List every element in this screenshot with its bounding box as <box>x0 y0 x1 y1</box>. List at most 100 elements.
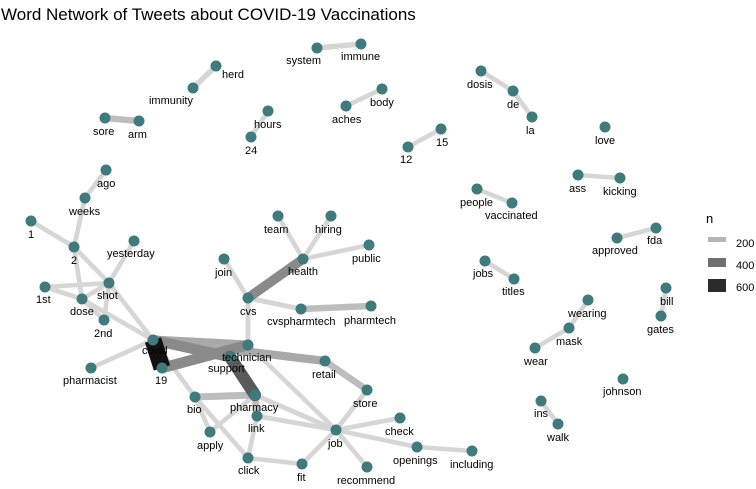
edge-support-pharmacy <box>223 350 262 402</box>
node-system <box>311 42 323 54</box>
node-label-technician: technician <box>222 352 272 364</box>
node-fda <box>650 222 662 234</box>
edge-12-15 <box>405 126 444 150</box>
node-label-check: check <box>385 426 414 438</box>
edge-job-openings <box>333 427 420 450</box>
edge-pharmacy-job <box>252 392 339 433</box>
node-arm <box>133 115 145 127</box>
edge-retail-store <box>321 357 371 394</box>
node-label-2nd: 2nd <box>94 328 112 340</box>
edge-mask-wear <box>532 325 572 351</box>
node-people <box>471 183 483 195</box>
node-job <box>330 424 342 436</box>
node-label-ins: ins <box>534 408 549 420</box>
node-immunity <box>187 82 199 94</box>
node-check <box>394 412 406 424</box>
node-pharmtech <box>365 300 377 312</box>
node-titles <box>508 273 520 285</box>
node-label-ago: ago <box>97 178 115 190</box>
node-label-support: support <box>208 363 245 375</box>
node-label-immunity: immunity <box>149 95 194 107</box>
node-label-cvs: cvs <box>240 306 257 318</box>
node-label-arm: arm <box>128 129 147 141</box>
node-label-titles: titles <box>502 286 525 298</box>
node-label-12: 12 <box>400 154 412 166</box>
edge-store-job <box>333 387 370 433</box>
edge-weeks-ago <box>82 167 109 201</box>
node-1st <box>39 281 51 293</box>
node-label-store: store <box>353 398 377 410</box>
node-pharmacist <box>85 362 97 374</box>
node-label-system: system <box>286 55 321 67</box>
node-label-hiring: hiring <box>315 224 342 236</box>
node-label-herd: herd <box>222 69 244 81</box>
node-label-apply: apply <box>197 440 224 452</box>
node-15 <box>435 123 447 135</box>
legend-swatch-600 <box>708 279 726 292</box>
node-vaccinated <box>506 197 518 209</box>
node-label-fit: fit <box>297 472 306 484</box>
node-label-2: 2 <box>71 255 77 267</box>
edge-1st-shot <box>42 280 112 290</box>
edge-cvs-health <box>243 254 308 303</box>
legend-swatch-400 <box>708 258 726 267</box>
node-bio <box>189 391 201 403</box>
node-label-kicking: kicking <box>603 186 637 198</box>
node-label-wearing: wearing <box>567 308 607 320</box>
edge-covid-pharmacist <box>88 337 156 371</box>
node-health <box>297 253 309 265</box>
node-label-15: 15 <box>436 137 448 149</box>
edge-ass-kicking <box>575 172 623 181</box>
node-label-24: 24 <box>245 145 257 157</box>
node-label-team: team <box>264 224 288 236</box>
node-ins <box>535 395 547 407</box>
edge-wearing-mask <box>566 297 591 331</box>
node-hiring <box>325 210 337 222</box>
node-label-1: 1 <box>28 229 34 241</box>
node-ass <box>572 169 584 181</box>
edge-dosis-de <box>478 68 516 94</box>
node-fit <box>296 458 308 470</box>
node-label-link: link <box>248 423 265 435</box>
edge-1st-dose <box>42 284 85 302</box>
node-la <box>526 111 538 123</box>
edge-health-hiring <box>300 213 334 262</box>
edge-2-shot <box>71 244 112 286</box>
node-pharmacy <box>249 389 261 401</box>
edge-bio-pharmacy <box>191 391 259 401</box>
edge-health-public <box>300 242 372 262</box>
edge-link-job <box>254 413 339 433</box>
node-including <box>466 445 478 457</box>
node-herd <box>210 60 222 72</box>
labels-layer: herd immunity system immune dosis de la sore arm… <box>28 51 674 487</box>
node-label-johnson: johnson <box>602 386 642 398</box>
node-openings <box>411 441 423 453</box>
node-label-job: job <box>327 438 343 450</box>
node-dosis <box>475 65 487 77</box>
node-cvs <box>242 292 254 304</box>
edge-weeks-2 <box>71 195 88 250</box>
node-label-jobs: jobs <box>472 268 494 280</box>
node-bill <box>660 282 672 294</box>
edge-link-click <box>245 413 260 461</box>
edge-sore-arm <box>101 114 143 125</box>
edge-technician-job <box>245 342 339 433</box>
node-label-fda: fda <box>647 235 663 247</box>
node-19 <box>156 362 168 374</box>
edge-2-dose <box>71 244 85 302</box>
edge-openings-including <box>414 444 475 454</box>
node-kicking <box>614 172 626 184</box>
legend-title: n <box>706 211 713 226</box>
edge-job-fit <box>299 427 339 467</box>
node-label-bill: bill <box>660 296 673 308</box>
edge-aches-body <box>343 86 385 109</box>
node-shot <box>103 277 115 289</box>
node-label-openings: openings <box>393 455 438 467</box>
node-label-wear: wear <box>523 356 548 368</box>
edge-bio-click <box>192 394 251 461</box>
node-gates <box>655 310 667 322</box>
node-2 <box>68 241 80 253</box>
node-24 <box>245 131 257 143</box>
node-label-click: click <box>238 465 260 477</box>
node-label-yesterday: yesterday <box>107 248 155 260</box>
